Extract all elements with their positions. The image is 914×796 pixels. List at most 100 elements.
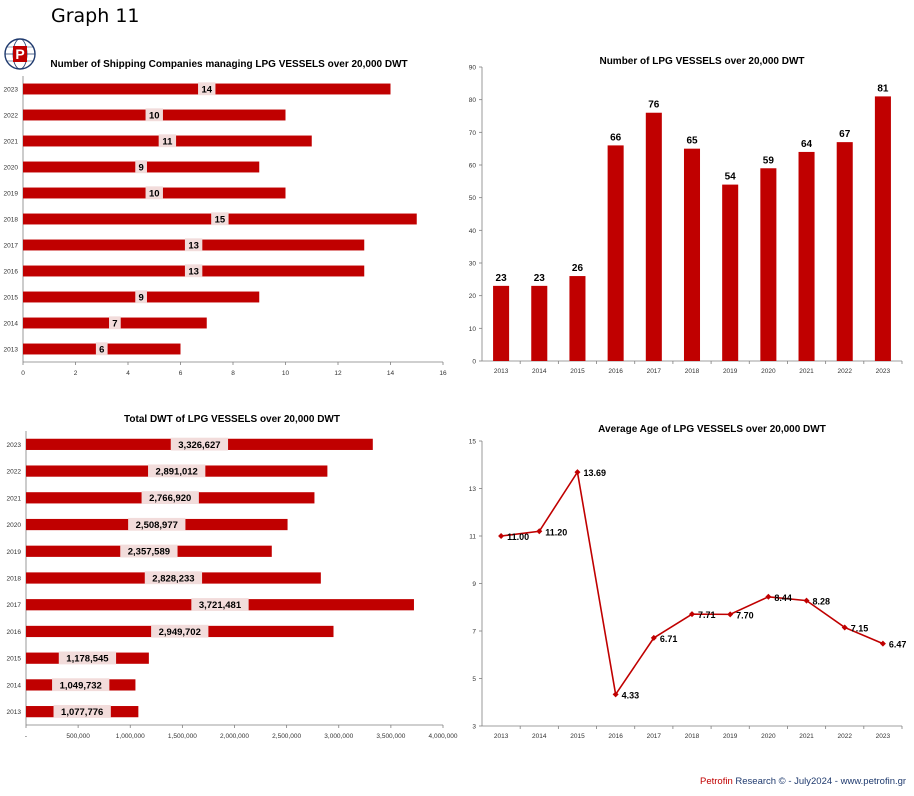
y-category-label: 2016 <box>4 269 19 276</box>
data-label-2021: 64 <box>801 139 813 150</box>
data-label-2020: 59 <box>763 155 775 166</box>
x-tick-label: 4 <box>126 370 130 377</box>
data-label-2016-bg <box>151 624 209 638</box>
chart-title: Average Age of LPG VESSELS over 20,000 D… <box>598 424 826 435</box>
data-point-2020 <box>765 593 772 600</box>
data-label-2022: 2,891,012 <box>156 467 198 478</box>
data-label-2019: 2,357,589 <box>128 547 170 558</box>
y-tick-label: 9 <box>472 581 476 588</box>
chart-title: Total DWT of LPG VESSELS over 20,000 DWT <box>124 414 340 425</box>
data-label-2022: 7.15 <box>851 623 869 633</box>
y-tick-label: 30 <box>469 261 477 268</box>
data-label-2020-bg <box>135 160 147 174</box>
x-tick-label: 2,500,000 <box>272 733 301 740</box>
x-tick-label: 1,500,000 <box>168 733 197 740</box>
y-tick-label: 5 <box>472 676 476 683</box>
x-category-label: 2013 <box>494 733 509 740</box>
data-label-2018: 7.71 <box>698 610 716 620</box>
y-tick-label: 70 <box>469 130 477 137</box>
data-point-2023 <box>879 640 886 647</box>
y-category-label: 2013 <box>7 709 22 716</box>
data-label-2018-bg <box>144 571 203 585</box>
x-category-label: 2022 <box>837 368 852 375</box>
data-label-2014: 11.20 <box>545 527 567 537</box>
y-category-label: 2021 <box>7 495 22 502</box>
data-label-2015: 13.69 <box>583 468 606 478</box>
data-label-2021: 8.28 <box>813 597 831 607</box>
bar-2021 <box>798 151 815 361</box>
dwt-chart: Total DWT of LPG VESSELS over 20,000 DWT… <box>7 414 458 740</box>
data-label-2015-bg <box>58 651 117 665</box>
data-label-2019: 10 <box>149 188 160 199</box>
y-tick-label: 40 <box>469 228 477 235</box>
data-label-2018: 15 <box>215 214 226 225</box>
data-label-2018: 65 <box>686 136 698 147</box>
x-category-label: 2017 <box>647 733 662 740</box>
x-category-label: 2021 <box>799 368 814 375</box>
x-category-label: 2023 <box>876 733 891 740</box>
data-point-2016 <box>612 691 619 698</box>
x-category-label: 2019 <box>723 733 738 740</box>
y-tick-label: 10 <box>469 326 477 333</box>
data-label-2022: 10 <box>149 110 160 121</box>
x-tick-label: 3,500,000 <box>376 733 405 740</box>
x-category-label: 2018 <box>685 368 700 375</box>
x-tick-label: 6 <box>179 370 183 377</box>
data-label-2014: 23 <box>534 273 546 284</box>
y-category-label: 2015 <box>4 295 19 302</box>
x-category-label: 2014 <box>532 733 547 740</box>
data-label-2016: 4.33 <box>622 690 640 700</box>
data-label-2023-bg <box>198 82 216 96</box>
series-line <box>500 469 884 697</box>
data-label-2013: 23 <box>496 273 508 284</box>
y-category-label: 2017 <box>7 602 22 609</box>
data-label-2016: 2,949,702 <box>159 627 201 638</box>
y-category-label: 2014 <box>7 682 22 689</box>
data-label-2019: 7.70 <box>736 610 754 620</box>
x-tick-label: 2 <box>74 370 78 377</box>
bar-2017 <box>645 112 662 361</box>
y-category-label: 2023 <box>7 442 22 449</box>
x-category-label: 2023 <box>876 368 891 375</box>
petrofin-logo-icon: P <box>4 38 36 70</box>
data-label-2019-bg <box>120 544 178 558</box>
age-chart: Average Age of LPG VESSELS over 20,000 D… <box>469 424 907 740</box>
y-tick-label: 80 <box>469 97 477 104</box>
x-tick-label: 4,000,000 <box>429 733 458 740</box>
data-label-2017: 3,721,481 <box>199 600 242 611</box>
vessels-chart: Number of LPG VESSELS over 20,000 DWT 0 10… <box>469 56 903 375</box>
data-point-2018 <box>689 611 695 618</box>
bar-2016 <box>607 145 624 361</box>
data-label-2021: 2,766,920 <box>149 493 191 504</box>
data-label-2023: 81 <box>877 83 889 94</box>
bar-2023 <box>874 96 891 362</box>
data-point-2017 <box>650 634 657 641</box>
data-label-2018: 2,828,233 <box>152 573 194 584</box>
data-label-2017: 6.71 <box>660 634 678 644</box>
data-label-2013-bg <box>95 342 108 356</box>
data-label-2015: 1,178,545 <box>66 654 109 665</box>
data-label-2017-bg <box>184 238 203 252</box>
x-category-label: 2018 <box>685 733 700 740</box>
data-point-2014 <box>536 528 543 535</box>
data-label-2022-bg <box>145 108 163 122</box>
y-category-label: 2019 <box>4 191 19 198</box>
y-category-label: 2020 <box>4 165 19 172</box>
data-label-2014-bg <box>109 316 121 330</box>
data-label-2023-bg <box>170 437 229 451</box>
x-category-label: 2015 <box>570 368 585 375</box>
y-category-label: 2021 <box>4 139 19 146</box>
x-tick-label: 14 <box>387 370 395 377</box>
bar-2022 <box>836 142 853 361</box>
y-category-label: 2014 <box>4 321 19 328</box>
y-category-label: 2015 <box>7 656 22 663</box>
y-category-label: 2017 <box>4 243 19 250</box>
data-label-2015-bg <box>135 290 147 304</box>
chart-title: Number of Shipping Companies managing LP… <box>50 59 407 70</box>
data-label-2021-bg <box>158 134 177 148</box>
y-tick-label: 7 <box>472 629 476 636</box>
data-label-2022-bg <box>148 464 206 478</box>
x-tick-label: 8 <box>231 370 235 377</box>
data-point-2015 <box>574 469 581 476</box>
x-category-label: 2019 <box>723 368 738 375</box>
